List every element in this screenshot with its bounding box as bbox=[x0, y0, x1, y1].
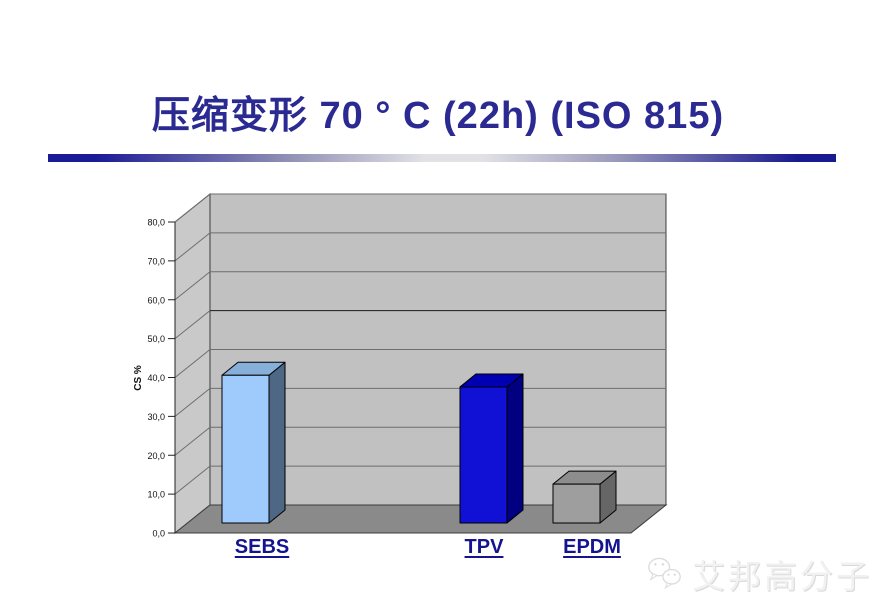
gridline-side bbox=[174, 349, 211, 378]
gridline-side bbox=[174, 271, 211, 301]
bar-side-face bbox=[268, 361, 286, 524]
chart-bars bbox=[221, 361, 617, 524]
bar-epdm bbox=[552, 470, 617, 524]
y-tick-label: 10,0 bbox=[147, 490, 165, 500]
gridline-side bbox=[174, 310, 211, 340]
bar-side-face bbox=[506, 373, 524, 524]
y-tick-label: 30,0 bbox=[147, 412, 165, 422]
bar-front-face bbox=[552, 483, 601, 524]
slide-title: 压缩变形 70 ° C (22h) (ISO 815) bbox=[151, 95, 725, 137]
y-tick-label: 20,0 bbox=[147, 451, 165, 461]
y-tick-label: 80,0 bbox=[147, 218, 165, 228]
bar-front-face bbox=[459, 386, 508, 524]
category-label-sebs[interactable]: SEBS bbox=[234, 536, 290, 558]
y-axis-title: CS % bbox=[133, 365, 144, 391]
gridline-side bbox=[174, 426, 211, 456]
y-tick-label: 50,0 bbox=[147, 334, 165, 344]
title-divider bbox=[48, 154, 836, 162]
gridline-side bbox=[174, 232, 211, 262]
gridline-side bbox=[174, 465, 211, 495]
y-tick-label: 0,0 bbox=[152, 529, 165, 539]
y-tick-label: 70,0 bbox=[147, 256, 165, 266]
y-tick-label: 60,0 bbox=[147, 295, 165, 305]
category-label-epdm[interactable]: EPDM bbox=[563, 536, 621, 558]
bar-tpv bbox=[459, 373, 524, 524]
bar-sebs bbox=[221, 361, 286, 524]
y-axis: 0,0 10,0 20,0 30,0 40,0 50,0 60,0 70,0 80,0 bbox=[147, 218, 176, 539]
chart-floor bbox=[173, 504, 668, 534]
gridline-side bbox=[174, 387, 211, 417]
chart-gridlines bbox=[174, 193, 666, 495]
category-label-tpv[interactable]: TPV bbox=[464, 536, 504, 558]
y-tick-label: 40,0 bbox=[147, 373, 165, 383]
gridline-side bbox=[174, 193, 211, 223]
bar-front-face bbox=[221, 374, 270, 524]
